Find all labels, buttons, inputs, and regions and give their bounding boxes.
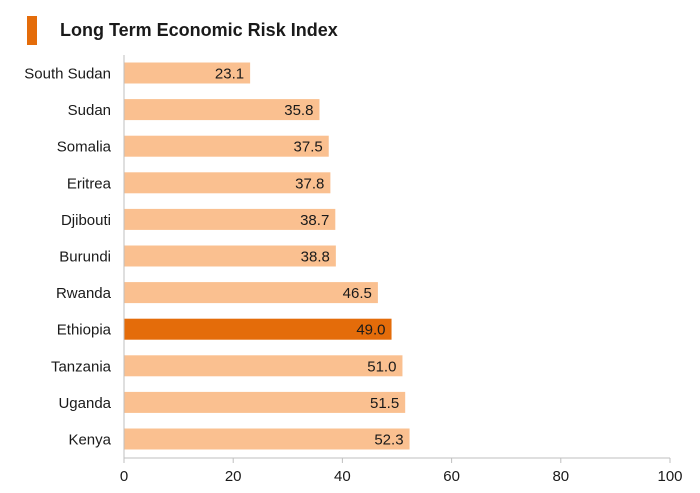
bar-burundi [124, 245, 336, 267]
bar-south-sudan [124, 62, 251, 84]
value-label-djibouti: 38.7 [300, 212, 329, 229]
category-label-sudan: Sudan [68, 102, 111, 119]
category-label-eritrea: Eritrea [67, 175, 112, 192]
value-label-rwanda: 46.5 [343, 285, 372, 302]
value-label-uganda: 51.5 [370, 395, 399, 412]
value-label-burundi: 38.8 [301, 249, 330, 266]
value-label-tanzania: 51.0 [367, 358, 396, 375]
bar-eritrea [124, 172, 331, 194]
category-label-ethiopia: Ethiopia [57, 322, 112, 339]
category-label-burundi: Burundi [59, 249, 111, 266]
bar-rwanda [124, 282, 378, 304]
value-label-ethiopia: 49.0 [356, 322, 385, 339]
bar-somalia [124, 135, 329, 157]
category-label-kenya: Kenya [68, 432, 111, 449]
bar-ethiopia [124, 318, 392, 340]
x-tick-label-100: 100 [657, 468, 682, 485]
value-label-somalia: 37.5 [294, 139, 323, 156]
category-label-rwanda: Rwanda [56, 285, 112, 302]
category-label-uganda: Uganda [58, 395, 111, 412]
bar-tanzania [124, 355, 403, 377]
category-label-somalia: Somalia [57, 139, 112, 156]
bar-sudan [124, 99, 320, 121]
category-label-tanzania: Tanzania [51, 358, 112, 375]
x-tick-label-40: 40 [334, 468, 351, 485]
title-accent-bar [27, 16, 37, 45]
value-label-eritrea: 37.8 [295, 175, 324, 192]
x-tick-label-20: 20 [225, 468, 242, 485]
bar-kenya [124, 428, 410, 450]
value-label-kenya: 52.3 [374, 432, 403, 449]
category-label-djibouti: Djibouti [61, 212, 111, 229]
bar-djibouti [124, 208, 336, 230]
value-label-south-sudan: 23.1 [215, 66, 244, 83]
value-label-sudan: 35.8 [284, 102, 313, 119]
x-tick-label-60: 60 [443, 468, 460, 485]
category-label-south-sudan: South Sudan [24, 66, 111, 83]
x-tick-label-0: 0 [120, 468, 128, 485]
bar-uganda [124, 391, 406, 413]
chart-title: Long Term Economic Risk Index [60, 20, 338, 40]
x-tick-label-80: 80 [552, 468, 569, 485]
